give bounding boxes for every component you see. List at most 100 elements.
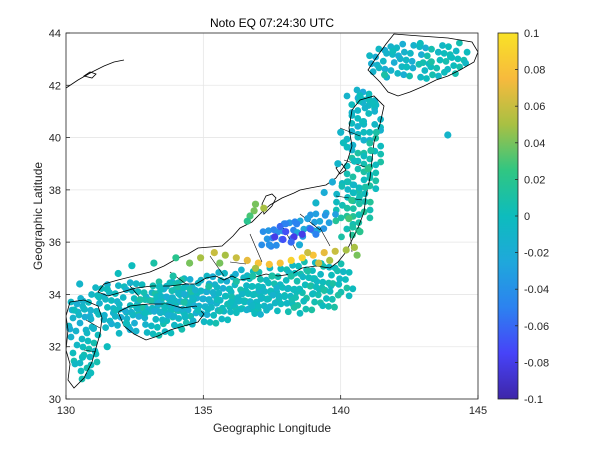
data-point xyxy=(364,165,372,173)
station-dot xyxy=(243,306,251,314)
station-dot xyxy=(365,90,373,98)
station-dot xyxy=(296,309,304,317)
data-point xyxy=(213,296,221,304)
data-point xyxy=(304,249,312,257)
station-dot xyxy=(228,293,236,301)
station-dot xyxy=(434,48,442,56)
station-dot xyxy=(274,273,282,281)
data-point xyxy=(186,259,194,267)
data-point xyxy=(356,92,364,100)
station-dot xyxy=(463,48,471,56)
colorbar-ticks: 0.1 0.08 0.06 0.04 0.02 0 -0.02 -0.04 -0.06 -0.08… xyxy=(515,28,549,406)
station-dot xyxy=(317,270,324,278)
colorbar-tick-label: -0.08 xyxy=(524,357,549,369)
station-dot xyxy=(441,68,448,76)
station-dot xyxy=(98,285,105,292)
data-point xyxy=(337,128,345,136)
station-dot xyxy=(406,72,413,80)
station-dot xyxy=(336,275,343,283)
data-point xyxy=(339,139,347,147)
station-dot xyxy=(222,292,230,300)
hokkaido-coastline xyxy=(367,33,478,97)
data-point xyxy=(122,319,130,327)
station-dot xyxy=(181,313,189,321)
shikoku-coastline xyxy=(117,303,205,341)
station-dot xyxy=(379,57,387,65)
station-dot xyxy=(320,225,328,233)
plot-area xyxy=(66,33,478,399)
station-dot xyxy=(328,295,336,303)
station-dot xyxy=(366,52,373,60)
station-dot xyxy=(383,49,390,57)
station-dot xyxy=(73,341,81,349)
data-point xyxy=(197,254,205,262)
station-dot xyxy=(122,286,130,293)
data-point xyxy=(304,215,312,223)
colorbar-tick-label: 0.06 xyxy=(524,101,545,113)
station-dot xyxy=(126,302,134,309)
station-dot xyxy=(290,286,297,293)
data-point xyxy=(268,272,276,280)
station-dot xyxy=(456,63,463,71)
station-dot xyxy=(224,316,232,324)
data-point xyxy=(295,285,304,293)
station-dot xyxy=(333,198,340,206)
station-dot xyxy=(131,319,138,327)
data-point xyxy=(309,275,317,283)
colorbar-tick-label: 0.1 xyxy=(524,28,539,40)
station-dot xyxy=(293,277,301,285)
station-dot xyxy=(328,271,335,279)
station-dot xyxy=(312,283,320,291)
data-point xyxy=(287,238,295,246)
data-point xyxy=(427,58,435,66)
station-dot xyxy=(350,189,358,197)
data-point xyxy=(306,225,315,233)
station-dot xyxy=(257,311,264,318)
data-point xyxy=(348,196,356,204)
station-dot xyxy=(191,286,199,294)
station-dot xyxy=(200,318,208,326)
data-point xyxy=(111,306,119,314)
station-dot xyxy=(319,302,327,310)
colorbar-tick-label: 0 xyxy=(524,211,530,223)
station-dot xyxy=(360,160,368,168)
station-dot xyxy=(178,326,186,333)
station-dot xyxy=(258,241,266,249)
station-dot xyxy=(337,260,345,268)
y-ticks: 30 32 34 36 38 40 42 44 xyxy=(49,28,70,406)
data-point xyxy=(78,353,87,361)
y-tick-label: 42 xyxy=(49,80,61,92)
station-dot xyxy=(166,279,174,287)
data-point xyxy=(169,272,177,280)
data-point xyxy=(249,272,257,280)
station-dot xyxy=(366,155,374,163)
station-dot xyxy=(79,343,87,351)
station-dot xyxy=(203,272,211,280)
station-dot xyxy=(332,217,340,225)
station-dot xyxy=(277,265,285,273)
y-tick-label: 36 xyxy=(49,237,61,249)
data-point xyxy=(150,259,158,267)
station-dot xyxy=(210,311,218,319)
data-point xyxy=(295,241,304,249)
data-point xyxy=(320,188,328,197)
data-point xyxy=(243,256,251,264)
station-dot xyxy=(284,285,291,293)
station-dot xyxy=(440,50,448,57)
station-dot xyxy=(92,284,99,291)
data-point xyxy=(444,131,452,139)
station-dot xyxy=(452,70,459,77)
data-point xyxy=(287,256,295,264)
station-dot xyxy=(84,337,92,345)
station-dot xyxy=(277,300,285,308)
station-dot xyxy=(337,214,345,222)
station-dot xyxy=(316,217,324,225)
station-dot xyxy=(76,319,84,327)
station-dot xyxy=(255,303,262,310)
station-dot xyxy=(452,47,460,55)
station-dot xyxy=(227,308,234,316)
station-dot xyxy=(349,205,357,213)
station-dot xyxy=(435,72,442,80)
data-point xyxy=(309,251,317,259)
station-dot xyxy=(197,287,205,295)
